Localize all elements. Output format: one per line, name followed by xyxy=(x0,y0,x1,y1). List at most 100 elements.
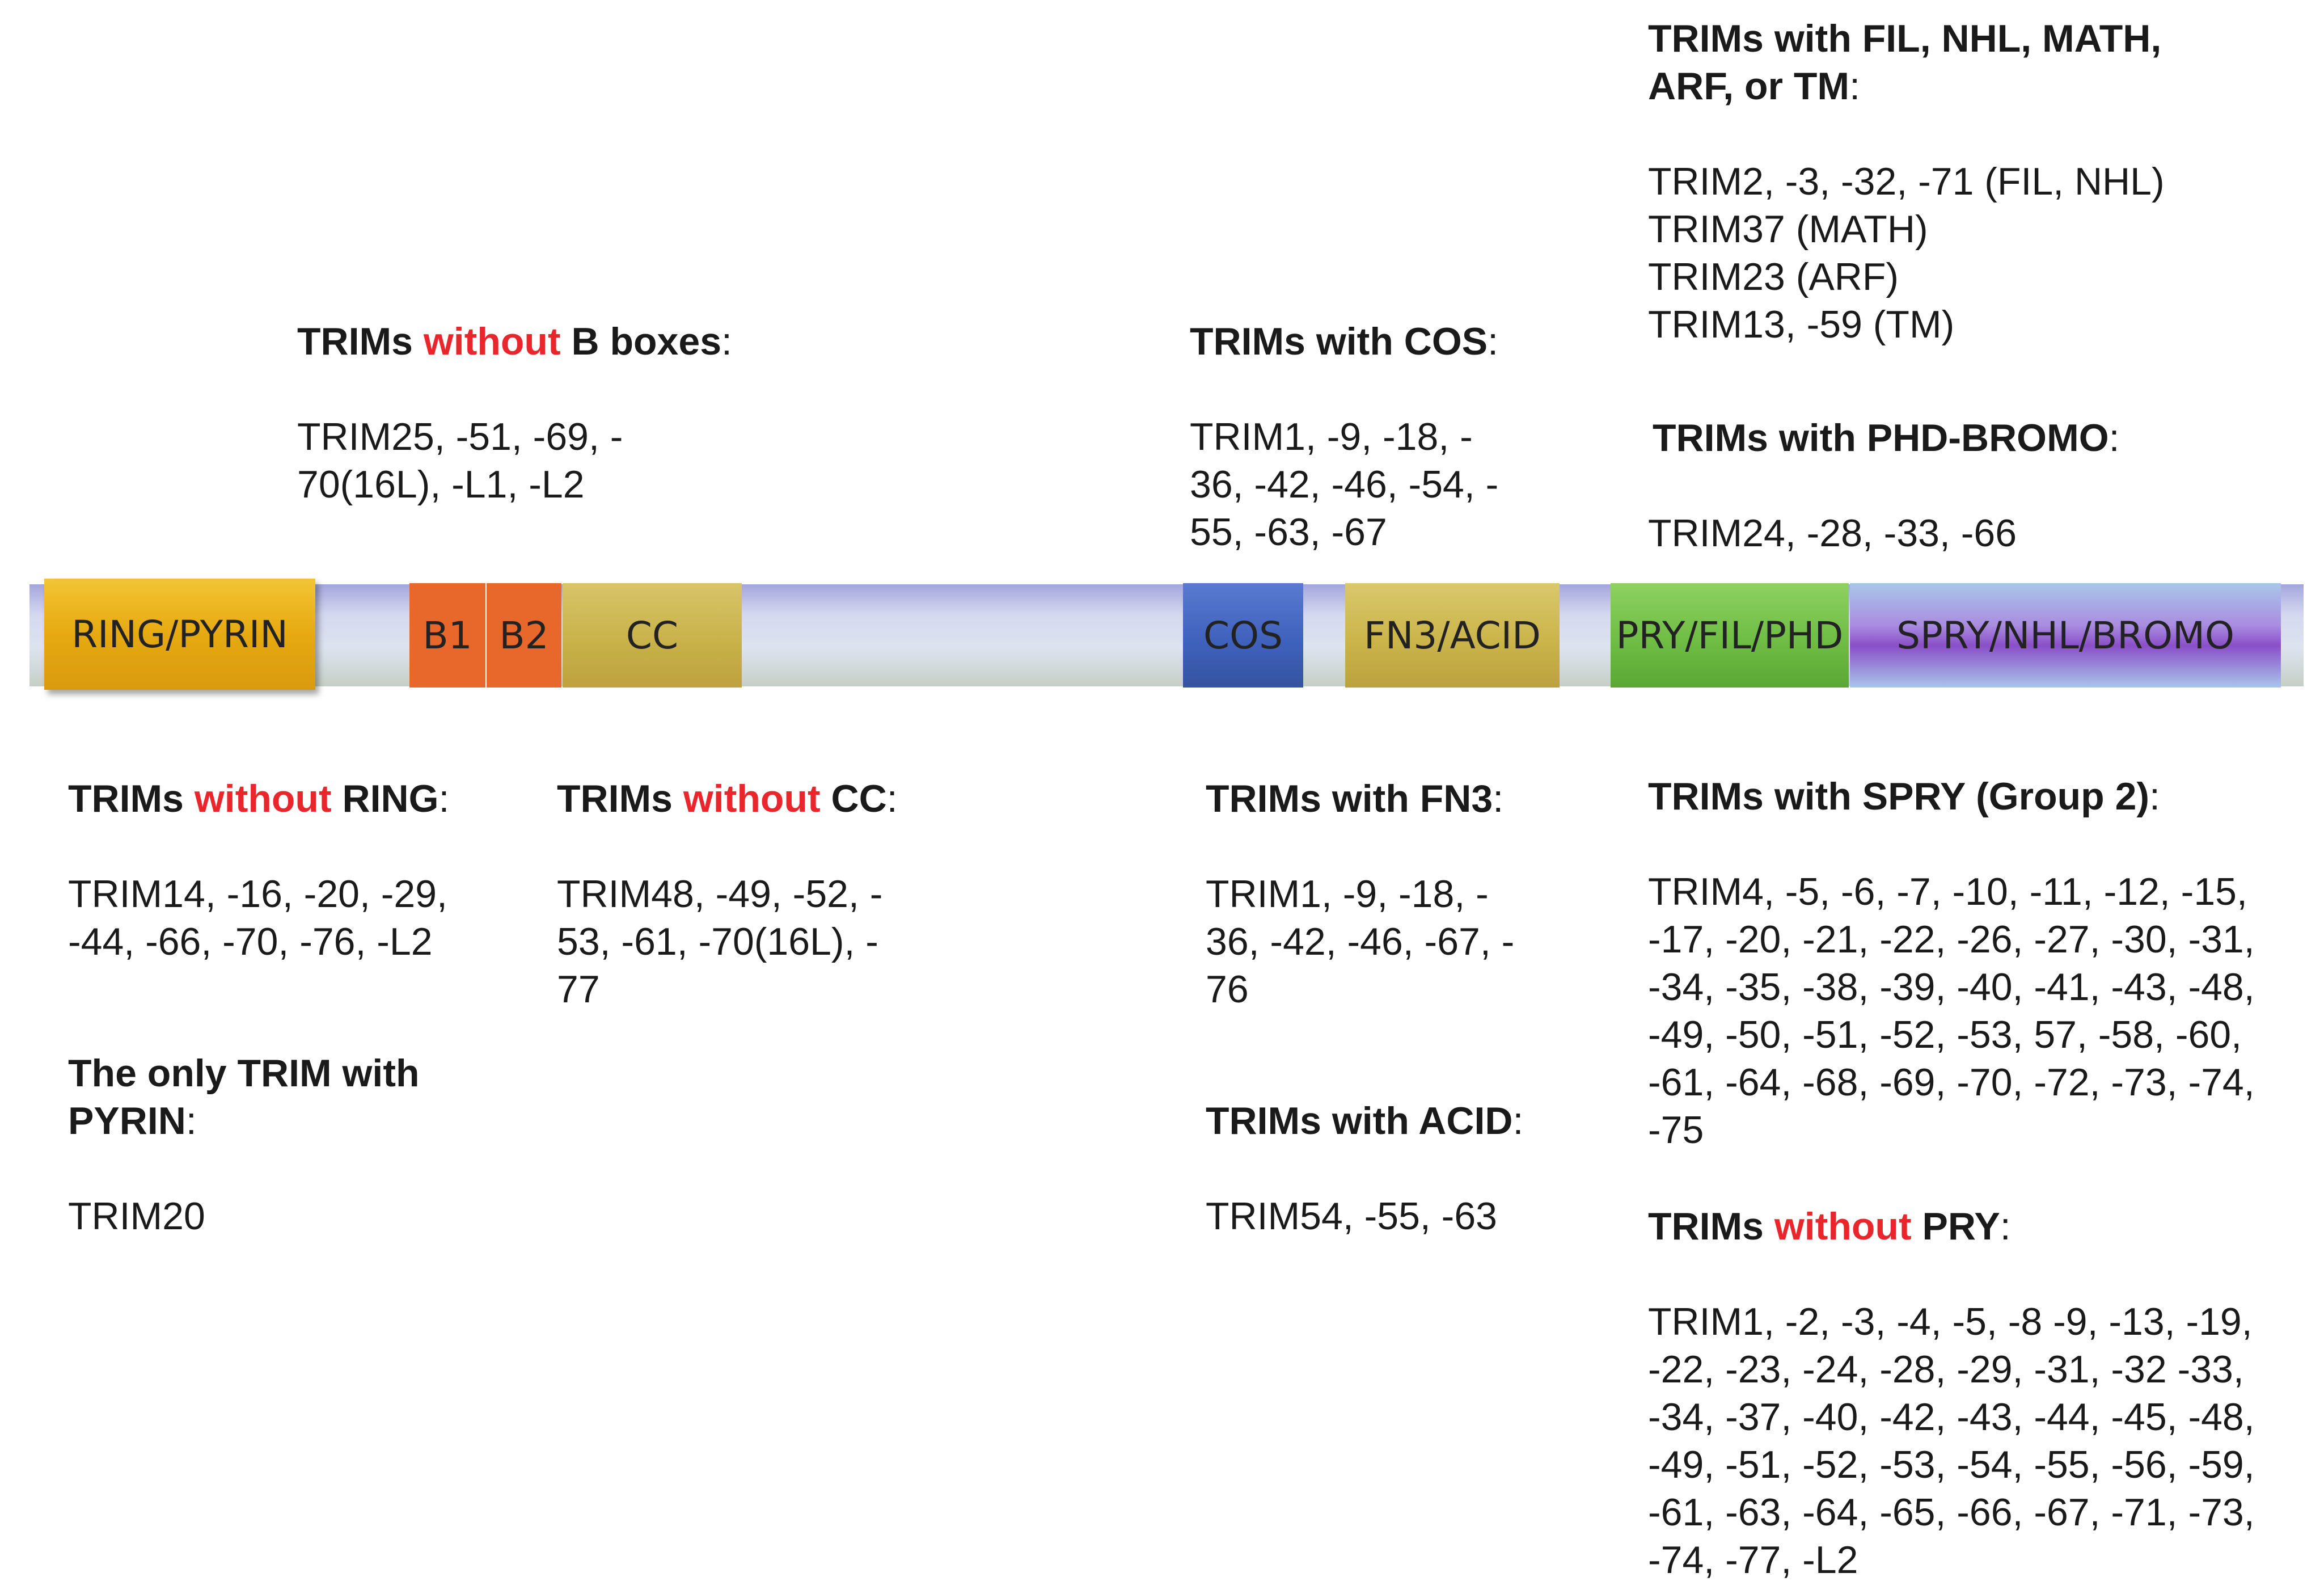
annotation-line: -49, -50, -51, -52, -53, 57, -58, -60, xyxy=(1648,1013,2242,1056)
annotation-line: TRIM37 (MATH) xyxy=(1648,208,1928,251)
annotation-line: TRIM1, -9, -18, - xyxy=(1190,415,1473,458)
heading-part: TRIMs xyxy=(297,320,424,363)
annotation-line: TRIM24, -28, -33, -66 xyxy=(1648,512,2017,555)
annotation-line: -34, -37, -40, -42, -43, -44, -45, -48, xyxy=(1648,1395,2255,1439)
annotation-body: TRIM25, -51, -69, - 70(16L), -L1, -L2 xyxy=(297,413,732,508)
domain-cos: COS xyxy=(1183,583,1303,688)
heading-part: TRIMs with SPRY (Group 2) xyxy=(1648,775,2150,818)
annotation-heading: TRIMs with FN3: xyxy=(1206,775,1514,823)
annotation-line: TRIM48, -49, -52, - xyxy=(557,872,883,916)
domain-b1: B1 xyxy=(409,583,487,688)
annotation-line: -61, -63, -64, -65, -66, -67, -71, -73, xyxy=(1648,1491,2255,1534)
heading-colon: : xyxy=(2000,1205,2011,1248)
annotation-body: TRIM1, -9, -18, - 36, -42, -46, -54, - 5… xyxy=(1190,413,1498,556)
annotation-line: -22, -23, -24, -28, -29, -31, -32 -33, xyxy=(1648,1348,2244,1391)
domain-ring-pyrin: RING/PYRIN xyxy=(44,579,315,690)
annotation-line: -61, -64, -68, -69, -70, -72, -73, -74, xyxy=(1648,1061,2255,1104)
annotation-line: TRIM1, -2, -3, -4, -5, -8 -9, -13, -19, xyxy=(1648,1300,2253,1343)
annotation-heading: The only TRIM with PYRIN: xyxy=(68,1049,420,1145)
annotation-heading: TRIMs with SPRY (Group 2): xyxy=(1648,773,2255,820)
annotation-heading: TRIMs without RING: xyxy=(68,775,449,823)
heading-highlight: without xyxy=(194,777,332,820)
annotation-line: TRIM2, -3, -32, -71 (FIL, NHL) xyxy=(1648,160,2165,203)
annotation-body: TRIM24, -28, -33, -66 xyxy=(1648,509,2120,557)
domain-fn3-acid: FN3/ACID xyxy=(1345,583,1560,688)
annotation-heading: TRIMs with COS: xyxy=(1190,318,1498,365)
heading-colon: : xyxy=(185,1099,197,1142)
heading-colon: : xyxy=(886,777,898,820)
annotation-line: 36, -42, -46, -67, - xyxy=(1206,920,1515,963)
annotation-heading: TRIMs with FIL, NHL, MATH, ARF, or TM: xyxy=(1648,15,2165,110)
annotation-line: 53, -61, -70(16L), - xyxy=(557,920,878,963)
annotation-line: TRIM13, -59 (TM) xyxy=(1648,303,1955,346)
annotation-without-pry: TRIMs without PRY: TRIM1, -2, -3, -4, -5… xyxy=(1648,1203,2255,1584)
heading-line: ARF, or TM xyxy=(1648,65,1850,108)
annotation-line: 76 xyxy=(1206,968,1249,1011)
annotation-body: TRIM20 xyxy=(68,1192,420,1240)
heading-part: TRIMs xyxy=(557,777,683,820)
heading-colon: : xyxy=(1493,777,1504,820)
annotation-only-pyrin: The only TRIM with PYRIN: TRIM20 xyxy=(68,1049,420,1240)
heading-highlight: without xyxy=(683,777,821,820)
annotation-without-b-boxes: TRIMs without B boxes: TRIM25, -51, -69,… xyxy=(297,318,732,508)
annotation-line: -44, -66, -70, -76, -L2 xyxy=(68,920,433,963)
annotation-body: TRIM1, -2, -3, -4, -5, -8 -9, -13, -19, … xyxy=(1648,1298,2255,1584)
heading-colon: : xyxy=(2108,416,2120,459)
annotation-heading: TRIMs without CC: xyxy=(557,775,898,823)
heading-line: TRIMs with FIL, NHL, MATH, xyxy=(1648,17,2162,60)
annotation-line: TRIM25, -51, -69, - xyxy=(297,415,623,458)
annotation-heading: TRIMs without PRY: xyxy=(1648,1203,2255,1250)
annotation-body: TRIM4, -5, -6, -7, -10, -11, -12, -15, -… xyxy=(1648,868,2255,1154)
annotation-without-cc: TRIMs without CC: TRIM48, -49, -52, - 53… xyxy=(557,775,898,1013)
annotation-line: TRIM20 xyxy=(68,1195,205,1238)
annotation-body: TRIM2, -3, -32, -71 (FIL, NHL) TRIM37 (M… xyxy=(1648,158,2165,348)
heading-part: TRIMs with FN3 xyxy=(1206,777,1493,820)
annotation-line: -17, -20, -21, -22, -26, -27, -30, -31, xyxy=(1648,918,2255,961)
heading-line: PYRIN xyxy=(68,1099,186,1142)
annotation-line: 55, -63, -67 xyxy=(1190,511,1387,554)
domain-cc: CC xyxy=(563,583,742,688)
heading-colon: : xyxy=(721,320,732,363)
annotation-with-acid: TRIMs with ACID: TRIM54, -55, -63 xyxy=(1206,1097,1523,1240)
annotation-with-spry: TRIMs with SPRY (Group 2): TRIM4, -5, -6… xyxy=(1648,773,2255,1154)
heading-highlight: without xyxy=(1774,1205,1912,1248)
annotation-heading: TRIMs with PHD-BROMO: xyxy=(1653,414,2120,462)
annotation-line: 70(16L), -L1, -L2 xyxy=(297,463,585,506)
heading-part: TRIMs with ACID xyxy=(1206,1099,1513,1142)
heading-part: CC xyxy=(820,777,887,820)
heading-part: RING xyxy=(331,777,439,820)
heading-part: TRIMs xyxy=(68,777,195,820)
annotation-line: TRIM23 (ARF) xyxy=(1648,255,1899,298)
annotation-line: TRIM54, -55, -63 xyxy=(1206,1195,1497,1238)
annotation-line: 77 xyxy=(557,968,600,1011)
heading-colon: : xyxy=(2149,775,2160,818)
annotation-with-phd-bromo: TRIMs with PHD-BROMO: TRIM24, -28, -33, … xyxy=(1648,414,2120,557)
annotation-heading: TRIMs without B boxes: xyxy=(297,318,732,365)
annotation-without-ring: TRIMs without RING: TRIM14, -16, -20, -2… xyxy=(68,775,449,965)
annotation-line: TRIM14, -16, -20, -29, xyxy=(68,872,447,916)
annotation-line: -49, -51, -52, -53, -54, -55, -56, -59, xyxy=(1648,1443,2255,1486)
annotation-with-fn3: TRIMs with FN3: TRIM1, -9, -18, - 36, -4… xyxy=(1206,775,1514,1013)
annotation-body: TRIM54, -55, -63 xyxy=(1206,1192,1523,1240)
heading-colon: : xyxy=(438,777,450,820)
annotation-line: -74, -77, -L2 xyxy=(1648,1538,1858,1582)
annotation-line: -34, -35, -38, -39, -40, -41, -43, -48, xyxy=(1648,965,2255,1009)
annotation-with-cos: TRIMs with COS: TRIM1, -9, -18, - 36, -4… xyxy=(1190,318,1498,556)
annotation-body: TRIM48, -49, -52, - 53, -61, -70(16L), -… xyxy=(557,870,898,1013)
annotation-body: TRIM14, -16, -20, -29, -44, -66, -70, -7… xyxy=(68,870,449,965)
annotation-body: TRIM1, -9, -18, - 36, -42, -46, -67, - 7… xyxy=(1206,870,1514,1013)
domain-pry-fil-phd: PRY/FIL/PHD xyxy=(1611,583,1849,688)
heading-part: TRIMs with PHD-BROMO xyxy=(1653,416,2109,459)
heading-colon: : xyxy=(1512,1099,1524,1142)
heading-colon: : xyxy=(1849,65,1860,108)
annotation-line: TRIM4, -5, -6, -7, -10, -11, -12, -15, xyxy=(1648,870,2247,913)
heading-colon: : xyxy=(1488,320,1499,363)
annotation-line: TRIM1, -9, -18, - xyxy=(1206,872,1489,916)
annotation-line: -75 xyxy=(1648,1108,1704,1152)
heading-line: The only TRIM with xyxy=(68,1052,420,1095)
domain-spry-nhl-bromo: SPRY/NHL/BROMO xyxy=(1850,583,2281,688)
annotation-heading: TRIMs with ACID: xyxy=(1206,1097,1523,1145)
heading-part: TRIMs xyxy=(1648,1205,1774,1248)
heading-part: PRY xyxy=(1911,1205,2000,1248)
annotation-with-fil-nhl-math: TRIMs with FIL, NHL, MATH, ARF, or TM: T… xyxy=(1648,15,2165,348)
